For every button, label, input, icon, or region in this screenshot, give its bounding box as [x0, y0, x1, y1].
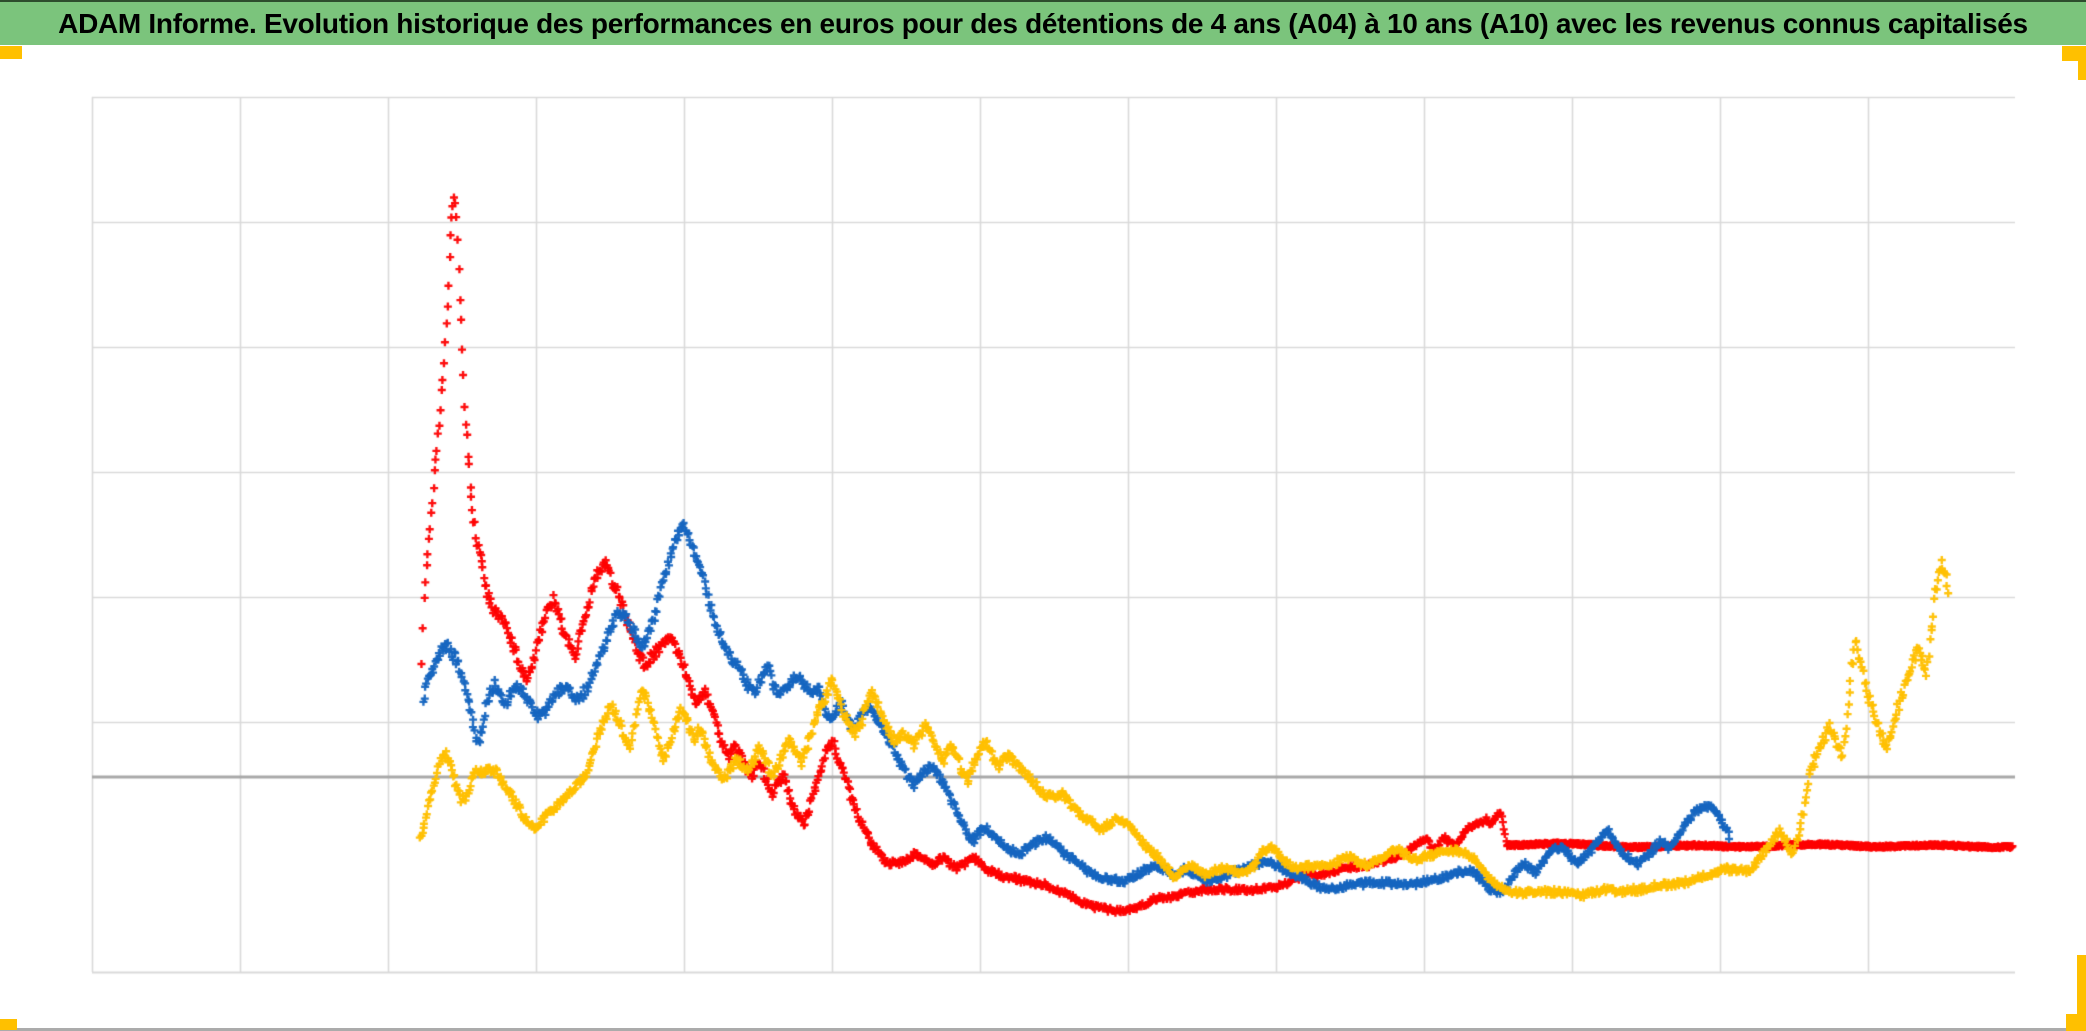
bottom-right-accent-vertical [2077, 955, 2086, 1031]
bottom-right-accent-corner [2066, 1014, 2086, 1031]
bottom-left-accent [0, 1019, 17, 1030]
top-right-accent-vertical [2078, 46, 2086, 80]
bottom-rule [0, 1028, 2086, 1031]
top-left-accent [0, 46, 22, 59]
